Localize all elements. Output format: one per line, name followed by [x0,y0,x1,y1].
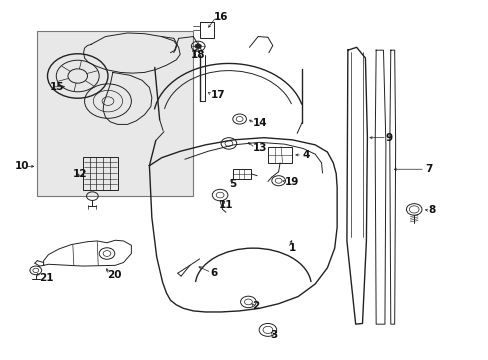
Text: 2: 2 [252,301,259,311]
Text: 7: 7 [424,164,431,174]
Bar [232,168,251,179]
Bar [199,22,214,39]
Text: 13: 13 [253,143,267,153]
Text: 18: 18 [190,50,205,60]
Text: 17: 17 [210,90,224,100]
Bar [267,147,292,163]
Text: 8: 8 [428,206,435,216]
Text: 1: 1 [288,243,295,253]
Text: 12: 12 [73,168,87,179]
Text: 5: 5 [228,179,236,189]
Text: 4: 4 [302,150,309,160]
Text: 21: 21 [39,273,53,283]
Bar [37,31,193,196]
Text: 15: 15 [49,82,64,92]
Text: 16: 16 [214,12,228,22]
Circle shape [194,44,201,49]
Text: 20: 20 [107,270,121,280]
Bar [82,157,118,190]
Text: 10: 10 [14,161,29,171]
Text: 11: 11 [219,200,233,210]
Text: 6: 6 [210,268,217,278]
Text: 3: 3 [270,330,277,340]
Text: 9: 9 [385,133,392,143]
Text: 14: 14 [253,118,267,128]
Text: 19: 19 [284,177,298,187]
